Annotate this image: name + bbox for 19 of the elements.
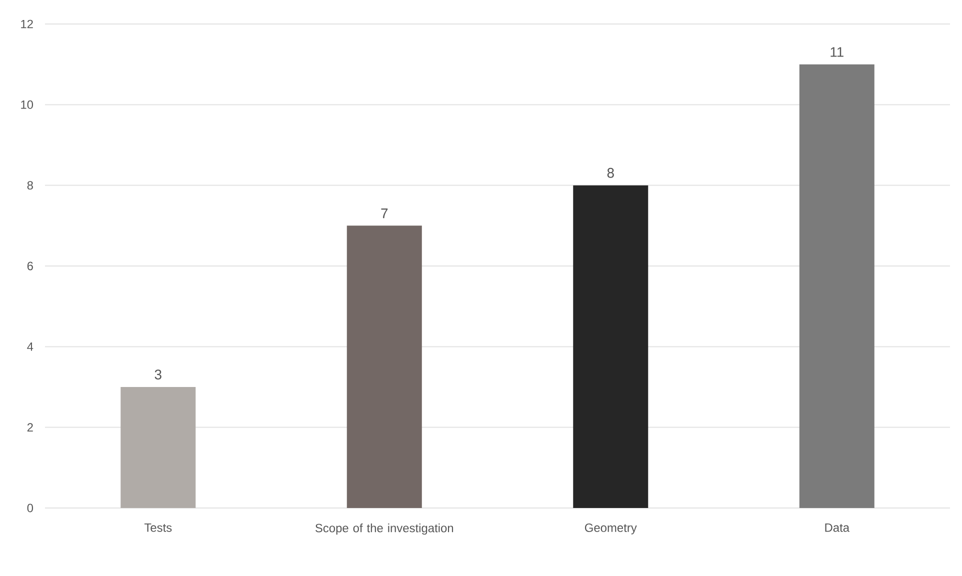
data-label: 3 [154,370,162,380]
x-tick-label: Tests [144,524,172,532]
bar [346,226,422,508]
y-tick-label: 6 [27,262,33,270]
y-tick-label: 4 [27,342,34,351]
x-tick-label: Geometry [584,524,637,534]
data-label: 7 [381,208,388,218]
y-tick-label: 12 [21,20,33,28]
y-tick-label: 10 [21,100,34,109]
data-label: 8 [607,168,614,178]
bar [120,387,196,508]
y-tick-label: 2 [27,423,33,432]
x-tick-label: Data [825,524,850,532]
y-tick-label: 0 [27,504,34,512]
x-tick-label: Scope of the investigation [315,524,454,535]
y-tick-label: 8 [27,181,33,190]
data-label: 11 [830,47,844,57]
bar [799,64,874,508]
bar [573,185,648,508]
